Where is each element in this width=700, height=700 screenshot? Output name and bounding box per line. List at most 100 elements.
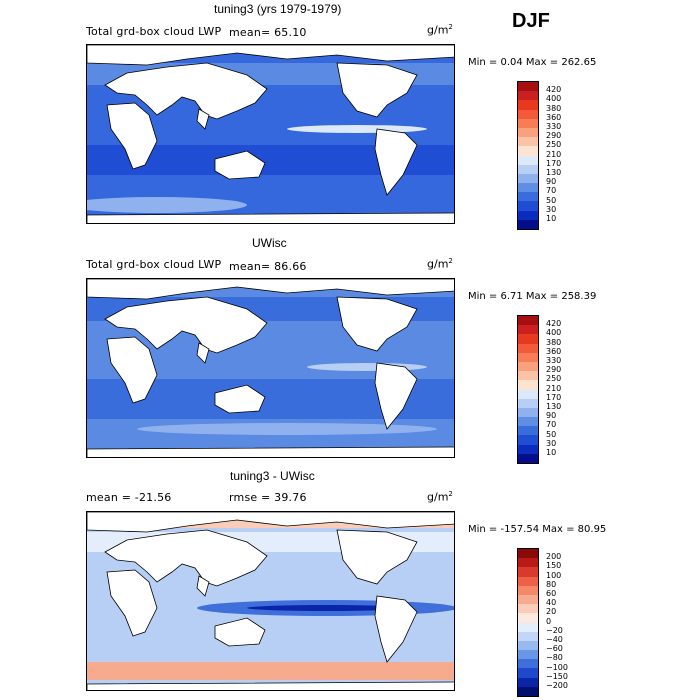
- panel-2-antarctica: [87, 446, 454, 457]
- panel-1-subtropical-band: [87, 197, 247, 213]
- colorbar-swatch: [518, 380, 538, 390]
- colorbar-swatch: [518, 558, 538, 568]
- colorbar-tick-label: 400: [546, 94, 562, 104]
- panel-2-north-america: [336, 296, 418, 352]
- colorbar-tick-label: 360: [546, 346, 562, 356]
- panel-1-colorbar: 420 400 380 360 330 290 250 210 170 130 90 70 50 30 10: [517, 81, 561, 230]
- colorbar-swatch: [518, 686, 538, 696]
- panel-2-india: [196, 342, 210, 364]
- panel-2-colorbar-swatches: [517, 315, 539, 464]
- colorbar-swatch: [518, 325, 538, 335]
- panel-3-arctic-land: [87, 512, 454, 533]
- panel-3-map: [86, 511, 455, 691]
- colorbar-tick-label: 250: [546, 140, 562, 150]
- colorbar-tick-label: −60: [546, 644, 563, 654]
- colorbar-swatch: [518, 640, 538, 651]
- panel-1-itcz-band: [287, 125, 427, 133]
- panel-2-units: g/m2: [427, 257, 453, 271]
- panel-3-south-america: [374, 595, 418, 663]
- colorbar-swatch: [518, 549, 538, 559]
- panel-2-variable-label: Total grd-box cloud LWP: [86, 258, 222, 271]
- panel-3-units: g/m2: [427, 490, 453, 504]
- panel-2-colorbar: 420 400 380 360 330 290 250 210 170 130 90 70 50 30 10: [517, 315, 561, 464]
- panel-1-australia: [214, 150, 266, 180]
- colorbar-swatch: [518, 146, 538, 156]
- panel-2-mean: mean= 86.66: [229, 260, 307, 273]
- panel-3-southern-positive-band: [87, 662, 454, 680]
- colorbar-tick-label: 40: [546, 598, 557, 608]
- colorbar-swatch: [518, 137, 538, 147]
- colorbar-swatch: [518, 435, 538, 445]
- colorbar-tick-label: −40: [546, 635, 563, 644]
- colorbar-tick-label: 210: [546, 149, 562, 159]
- colorbar-swatch: [518, 631, 538, 641]
- colorbar-tick-label: 100: [546, 570, 562, 580]
- colorbar-swatch: [518, 219, 538, 229]
- panel-2-africa: [106, 336, 158, 404]
- colorbar-swatch: [518, 316, 538, 326]
- colorbar-tick-label: 90: [546, 177, 557, 187]
- season-label: DJF: [512, 10, 550, 32]
- panel-3-australia: [214, 617, 266, 647]
- panel-1-arctic-land: [87, 45, 454, 66]
- colorbar-tick-label: 290: [546, 365, 562, 375]
- colorbar-tick-label: 380: [546, 337, 562, 347]
- colorbar-tick-label: 130: [546, 168, 562, 177]
- colorbar-tick-label: 360: [546, 112, 562, 122]
- panel-2-australia: [214, 384, 266, 414]
- panel-3-india: [196, 575, 210, 597]
- colorbar-swatch: [518, 82, 538, 92]
- colorbar-tick-label: 400: [546, 328, 562, 338]
- colorbar-swatch: [518, 127, 538, 138]
- colorbar-swatch: [518, 109, 538, 119]
- colorbar-tick-label: −20: [546, 625, 563, 635]
- panel-3-minmax: Min = -157.54 Max = 80.95: [468, 524, 607, 535]
- colorbar-tick-label: 20: [546, 607, 557, 617]
- colorbar-tick-label: 60: [546, 589, 557, 598]
- colorbar-tick-label: 420: [546, 319, 562, 329]
- colorbar-swatch: [518, 173, 538, 184]
- colorbar-swatch: [518, 192, 538, 202]
- colorbar-swatch: [518, 594, 538, 605]
- colorbar-tick-label: 70: [546, 186, 557, 196]
- colorbar-swatch: [518, 668, 538, 678]
- colorbar-swatch: [518, 407, 538, 418]
- panel-2-south-america: [374, 362, 418, 430]
- colorbar-tick-label: 330: [546, 356, 562, 365]
- colorbar-tick-label: 380: [546, 103, 562, 113]
- colorbar-swatch: [518, 417, 538, 427]
- colorbar-tick-label: −200: [546, 681, 568, 690]
- panel-3-north-america: [336, 529, 418, 585]
- panel-3-tropical-core: [247, 605, 407, 611]
- panel-2-arctic-land: [87, 279, 454, 300]
- colorbar-tick-label: 90: [546, 411, 557, 421]
- colorbar-swatch: [518, 585, 538, 595]
- colorbar-swatch: [518, 155, 538, 165]
- colorbar-tick-label: 170: [546, 158, 562, 168]
- colorbar-tick-label: 150: [546, 561, 562, 571]
- panel-1-title: tuning3 (yrs 1979-1979): [214, 2, 342, 16]
- panel-2-itcz-band: [307, 363, 427, 371]
- panel-1-eurasia: [104, 62, 268, 120]
- panel-1-minmax: Min = 0.04 Max = 262.65: [468, 57, 597, 68]
- colorbar-tick-label: 290: [546, 131, 562, 141]
- panel-2-map: [86, 278, 455, 458]
- colorbar-swatch: [518, 389, 538, 399]
- panel-1-africa: [106, 102, 158, 170]
- panel-1-variable-label: Total grd-box cloud LWP: [86, 25, 222, 38]
- panel-3-rmse: rmse = 39.76: [229, 491, 307, 504]
- panel-3-africa: [106, 569, 158, 637]
- colorbar-tick-label: 130: [546, 402, 562, 411]
- colorbar-tick-label: 80: [546, 579, 557, 589]
- panel-2-eurasia: [104, 296, 268, 354]
- colorbar-swatch: [518, 361, 538, 372]
- panel-1-map: [86, 44, 455, 224]
- colorbar-tick-label: 0: [546, 616, 552, 626]
- colorbar-swatch: [518, 398, 538, 408]
- colorbar-tick-label: −80: [546, 653, 563, 663]
- panel-1-north-america: [336, 62, 418, 118]
- panel-2-minmax: Min = 6.71 Max = 258.39: [468, 291, 597, 302]
- colorbar-swatch: [518, 426, 538, 436]
- colorbar-tick-label: 30: [546, 438, 557, 448]
- panel-3-mean: mean = -21.56: [86, 491, 172, 504]
